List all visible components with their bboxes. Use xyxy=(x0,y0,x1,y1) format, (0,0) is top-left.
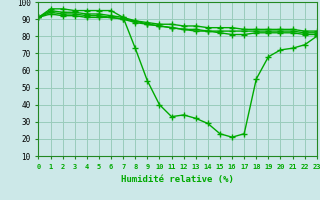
X-axis label: Humidité relative (%): Humidité relative (%) xyxy=(121,175,234,184)
